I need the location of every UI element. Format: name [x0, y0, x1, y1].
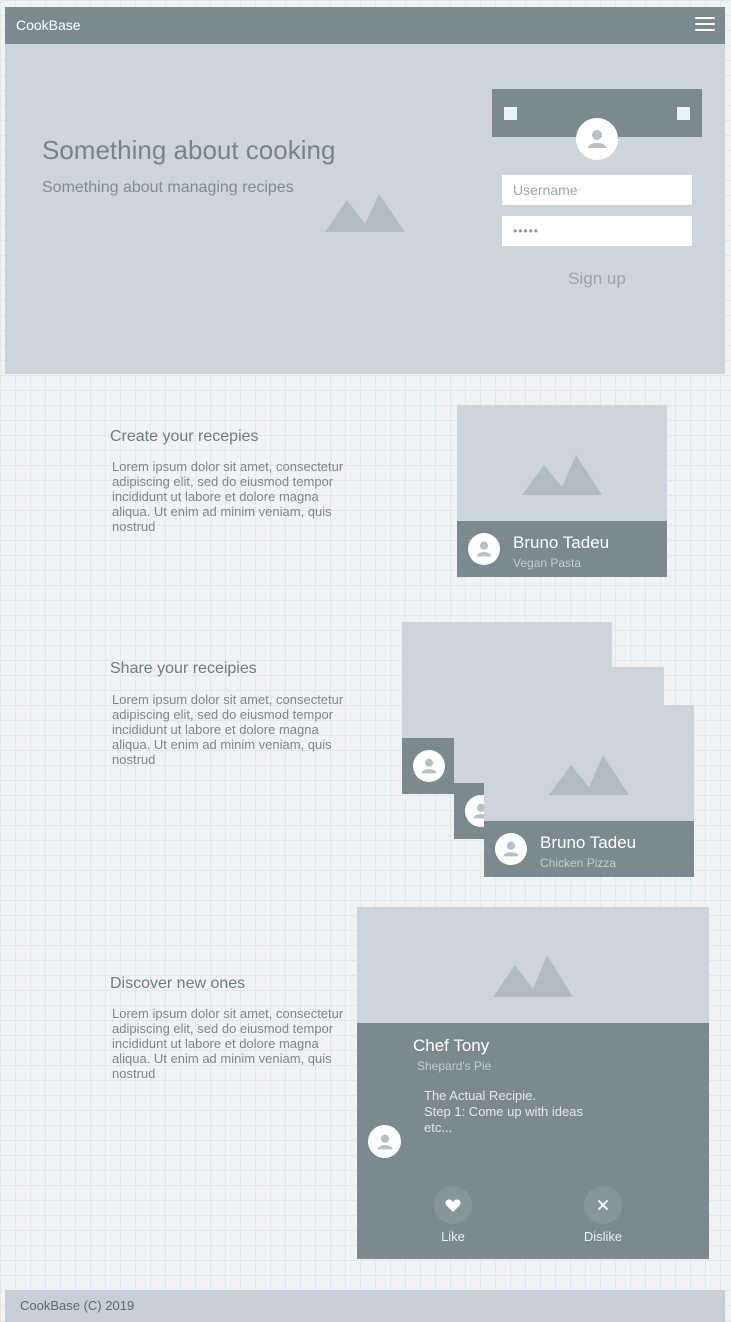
- mountain-image-icon: [325, 194, 405, 232]
- card-info-bar: Bruno Tadeu Chicken Pizza: [484, 821, 694, 877]
- section-title-share: Share your receipies: [110, 660, 257, 677]
- like-button[interactable]: [434, 1186, 472, 1224]
- card-image: [457, 405, 667, 521]
- footer-copyright: CookBase (C) 2019: [20, 1298, 135, 1313]
- section-title-create: Create your recepies: [110, 428, 259, 445]
- user-avatar-icon: [413, 750, 445, 782]
- mountain-image-icon: [493, 955, 573, 997]
- panel-square-right: [677, 107, 690, 120]
- password-input[interactable]: •••••: [502, 216, 692, 246]
- recipe-card-create[interactable]: Bruno Tadeu Vegan Pasta: [457, 405, 667, 577]
- brand-logo[interactable]: CookBase: [16, 17, 81, 33]
- section-title-discover: Discover new ones: [110, 975, 246, 992]
- card-recipe-name: Vegan Pasta: [513, 556, 582, 570]
- card-info-bar: Bruno Tadeu Vegan Pasta: [457, 521, 667, 577]
- card-author-name: Bruno Tadeu: [540, 833, 637, 852]
- user-avatar-icon: [368, 1125, 401, 1158]
- mountain-image-icon: [522, 455, 602, 495]
- section-body-share: Lorem ipsum dolor sit amet, consectetur …: [112, 692, 344, 767]
- card-recipe-name: Chicken Pizza: [540, 856, 617, 870]
- username-input[interactable]: [502, 175, 692, 205]
- hero-title: Something about cooking: [42, 135, 336, 165]
- top-navbar: CookBase: [5, 7, 725, 44]
- section-body-create: Lorem ipsum dolor sit amet, consectetur …: [112, 459, 344, 534]
- recipe-detail-line: Step 1: Come up with ideas: [424, 1104, 583, 1119]
- dislike-label: Dislike: [583, 1229, 623, 1244]
- hero-subtitle: Something about managing recipes: [42, 179, 294, 196]
- user-avatar-icon: [576, 118, 618, 160]
- recipe-card-share[interactable]: Bruno Tadeu Chicken Pizza: [484, 705, 694, 877]
- user-avatar-icon: [495, 833, 527, 865]
- card-recipe-name: Shepard's Pie: [417, 1059, 492, 1073]
- section-body-discover: Lorem ipsum dolor sit amet, consectetur …: [112, 1006, 344, 1081]
- card-details-panel: Chef Tony Shepard's Pie The Actual Recip…: [357, 1023, 709, 1259]
- recipe-detail-line: The Actual Recipie.: [424, 1088, 537, 1103]
- hamburger-menu-icon[interactable]: [695, 17, 715, 33]
- dislike-button[interactable]: [584, 1186, 622, 1224]
- panel-square-left: [504, 107, 517, 120]
- user-avatar-icon: [468, 533, 500, 565]
- close-icon: [598, 1200, 608, 1210]
- like-label: Like: [441, 1229, 465, 1244]
- hero-section: Something about cooking Something about …: [5, 44, 725, 374]
- recipe-card-discover[interactable]: Chef Tony Shepard's Pie The Actual Recip…: [357, 907, 709, 1259]
- heart-icon: [445, 1199, 461, 1212]
- recipe-details: The Actual Recipie. Step 1: Come up with…: [424, 1088, 583, 1136]
- card-image: [357, 907, 709, 1023]
- card-author-name: Bruno Tadeu: [513, 533, 610, 552]
- sign-up-button[interactable]: Sign up: [568, 269, 626, 288]
- card-author-name: Chef Tony: [413, 1036, 490, 1055]
- card-image: [484, 705, 694, 821]
- mountain-image-icon: [549, 755, 629, 795]
- footer: CookBase (C) 2019: [5, 1290, 725, 1322]
- recipe-detail-line: etc...: [424, 1120, 453, 1135]
